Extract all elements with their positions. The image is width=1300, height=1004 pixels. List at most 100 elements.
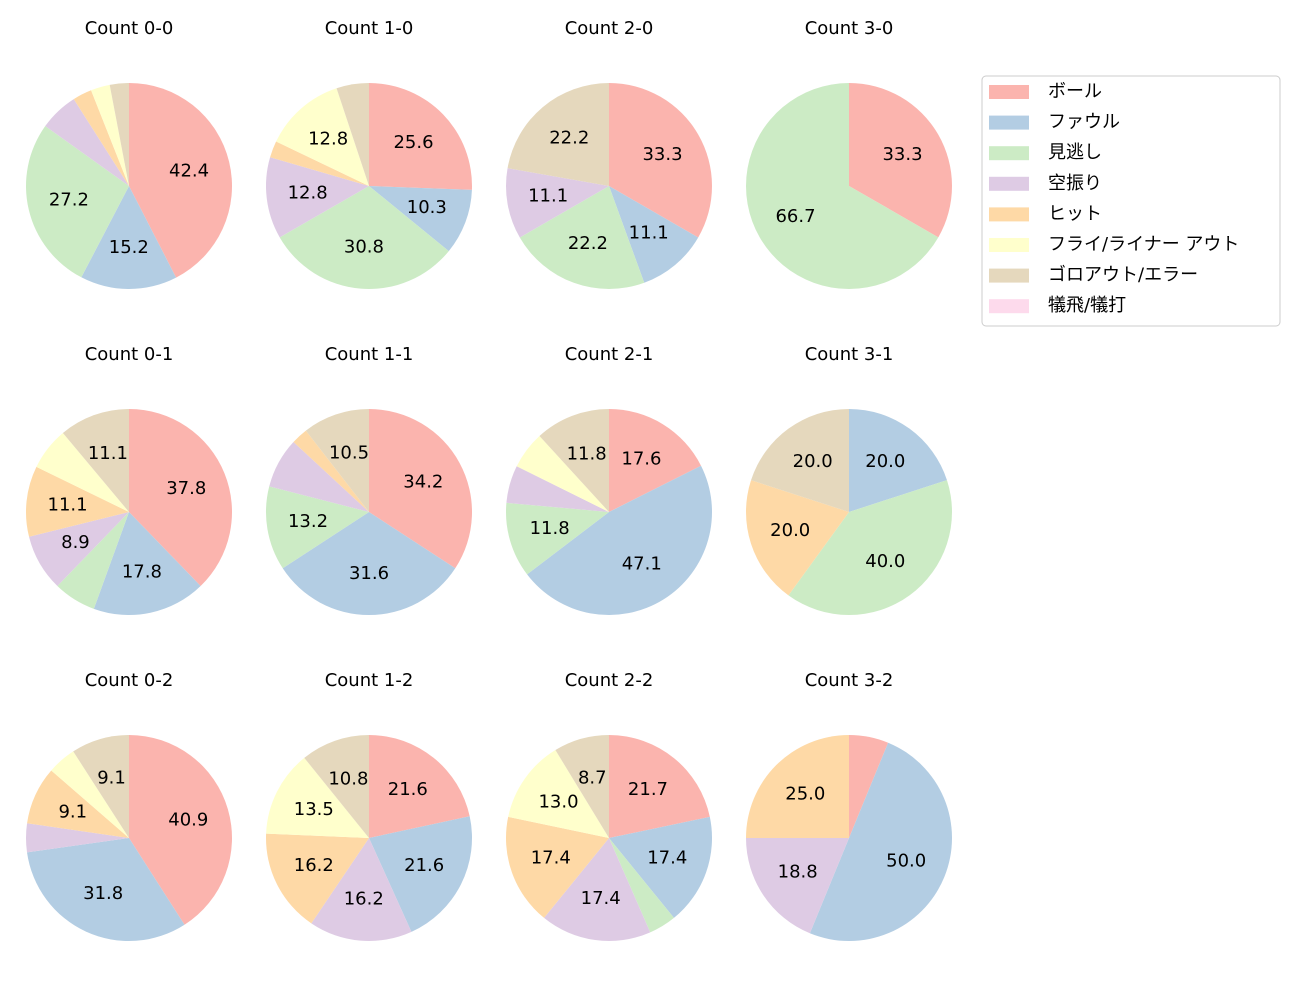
slice-label: 25.6 xyxy=(393,132,433,153)
slice-label: 40.0 xyxy=(865,551,905,572)
legend-swatch xyxy=(989,299,1029,314)
slice-label: 22.2 xyxy=(568,233,608,254)
chart-title: Count 0-2 xyxy=(85,670,174,691)
slice-label: 11.1 xyxy=(629,222,669,243)
slice-label: 9.1 xyxy=(97,768,126,789)
slice-label: 17.4 xyxy=(531,848,571,869)
pie-slice xyxy=(555,735,609,838)
slice-label: 11.8 xyxy=(530,518,570,539)
pie-slice xyxy=(609,735,710,838)
pie-slice xyxy=(609,838,674,933)
pie-slice xyxy=(51,751,129,838)
slice-label: 25.0 xyxy=(785,783,825,804)
pie-slice xyxy=(849,409,947,512)
pie-slice xyxy=(369,409,472,569)
legend-swatch xyxy=(989,176,1029,191)
slice-label: 8.9 xyxy=(61,532,90,553)
chart-title: Count 3-0 xyxy=(805,18,894,39)
pie-slice xyxy=(62,409,129,512)
slice-label: 21.7 xyxy=(628,779,668,800)
pie-slice xyxy=(369,816,472,932)
legend-label: 見逃し xyxy=(1048,142,1102,163)
chart-title: Count 1-1 xyxy=(325,344,414,365)
slice-label: 31.6 xyxy=(349,563,389,584)
pie-slice xyxy=(506,816,609,918)
pie-slice xyxy=(129,409,232,587)
slice-label: 50.0 xyxy=(886,850,926,871)
chart-title: Count 1-0 xyxy=(325,18,414,39)
slice-label: 30.8 xyxy=(344,237,384,258)
slice-label: 10.8 xyxy=(328,769,368,790)
pie-slice xyxy=(266,157,369,238)
slice-label: 17.4 xyxy=(581,888,621,909)
slice-label: 47.1 xyxy=(622,553,662,574)
slice-label: 21.6 xyxy=(404,855,444,876)
slice-label: 27.2 xyxy=(49,189,89,210)
legend-swatch xyxy=(989,238,1029,252)
legend-swatch xyxy=(989,146,1029,161)
legend-swatch xyxy=(989,115,1029,130)
pie-slice xyxy=(505,502,609,575)
slice-label: 17.4 xyxy=(647,848,687,869)
slice-label: 66.7 xyxy=(775,206,815,227)
pie-slice xyxy=(81,186,177,289)
pie-slice xyxy=(519,186,645,289)
slice-label: 17.6 xyxy=(621,448,661,469)
pie-slice xyxy=(746,480,849,596)
slice-label: 40.9 xyxy=(168,810,208,831)
pie-slice xyxy=(29,512,129,587)
pie-slice xyxy=(336,83,369,186)
chart-title: Count 1-2 xyxy=(325,670,414,691)
pie-slice xyxy=(25,126,130,278)
slice-label: 16.2 xyxy=(294,855,334,876)
pie-slice xyxy=(746,735,849,838)
slice-label: 8.7 xyxy=(578,767,607,788)
pie-slice xyxy=(369,83,473,190)
legend-label: 空振り xyxy=(1048,173,1102,194)
slice-label: 18.8 xyxy=(778,861,818,882)
slice-label: 20.0 xyxy=(793,451,833,472)
pie-slice xyxy=(129,735,233,925)
pie-slice xyxy=(539,409,609,512)
pie-slice xyxy=(270,141,369,186)
slice-label: 13.0 xyxy=(538,791,578,812)
pie-slice xyxy=(27,770,130,838)
legend-box xyxy=(981,75,1281,327)
slice-label: 33.3 xyxy=(642,144,682,165)
pie-slice xyxy=(609,83,712,238)
pie-slice xyxy=(279,186,449,289)
slice-label: 21.6 xyxy=(388,779,428,800)
pie-slice xyxy=(369,735,470,838)
legend-label: ゴロアウト/エラー xyxy=(1048,265,1198,286)
pie-slice xyxy=(609,186,699,283)
pie-slice xyxy=(26,823,130,853)
pie-slice xyxy=(609,409,702,512)
pie-slice xyxy=(265,833,369,924)
slice-label: 20.0 xyxy=(770,520,810,541)
pie-slice xyxy=(508,750,609,838)
legend-swatch xyxy=(989,207,1029,222)
slice-label: 22.2 xyxy=(549,128,589,149)
pie-slice xyxy=(369,186,472,252)
pie-slice xyxy=(746,838,849,934)
slice-label: 17.8 xyxy=(122,561,162,582)
pie-slice xyxy=(788,480,952,615)
pie-slice xyxy=(282,512,456,615)
pie-slice xyxy=(609,816,712,918)
slice-label: 12.8 xyxy=(308,129,348,150)
chart-title: Count 0-0 xyxy=(85,18,174,39)
pie-slice xyxy=(751,409,849,512)
slice-label: 11.1 xyxy=(48,495,88,516)
slice-label: 33.3 xyxy=(882,144,922,165)
pie-slice xyxy=(73,90,129,186)
legend-label: フライ/ライナー アウト xyxy=(1048,234,1239,255)
legend-label: ヒット xyxy=(1048,203,1102,224)
chart-title: Count 0-1 xyxy=(85,344,174,365)
pie-slice xyxy=(505,168,609,238)
pie-slice xyxy=(27,838,185,941)
legend-label: ファウル xyxy=(1048,112,1120,133)
slice-label: 11.8 xyxy=(567,443,607,464)
pie-slice xyxy=(57,512,129,609)
slice-label: 16.2 xyxy=(344,889,384,910)
slice-label: 11.1 xyxy=(528,186,568,207)
